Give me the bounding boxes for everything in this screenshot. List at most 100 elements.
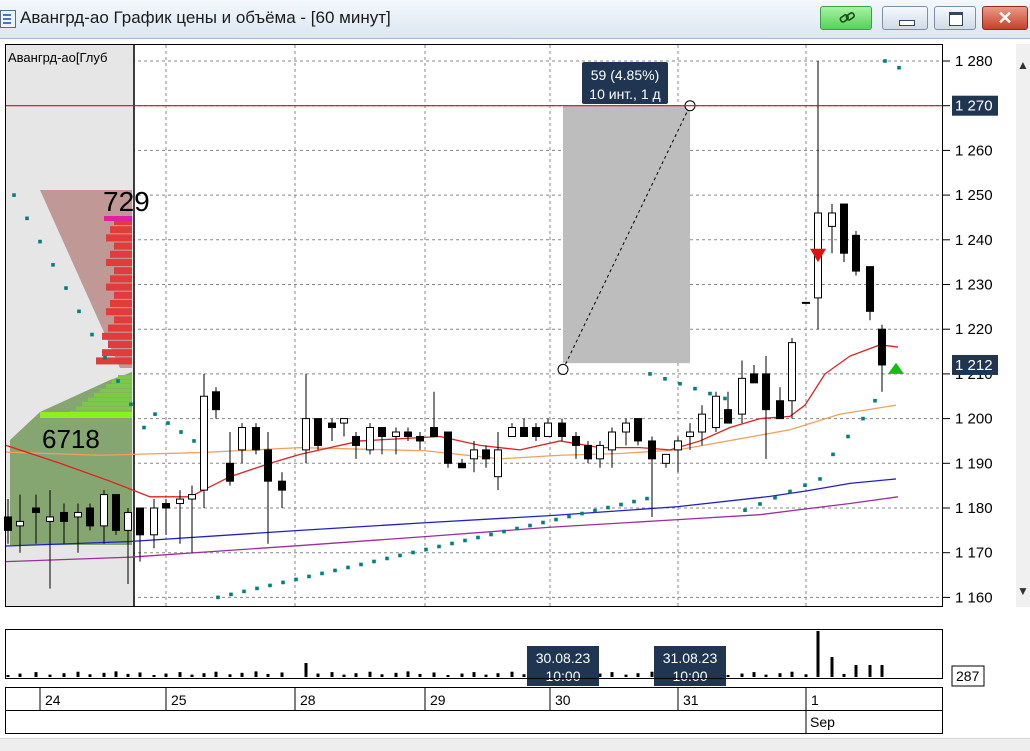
scroll-down-icon[interactable]: ▼: [1017, 584, 1029, 598]
month-label: Sep: [810, 714, 835, 730]
candle-body: [674, 440, 682, 451]
candle-body: [572, 435, 580, 446]
cursor-time-label: 10:00: [672, 668, 707, 684]
psar-dot: [372, 559, 376, 564]
link-button[interactable]: [820, 6, 872, 30]
candle-body: [608, 431, 616, 451]
volume-bar: [510, 671, 514, 677]
volume-bar: [460, 673, 464, 677]
psar-dot: [359, 562, 363, 567]
candle-body: [200, 395, 208, 491]
volume-bar: [610, 672, 614, 677]
measure-label-box: [582, 62, 668, 104]
ask-bar: [108, 324, 132, 332]
candle-body: [404, 431, 412, 437]
volume-axis-box: [951, 665, 985, 687]
psar-dot: [192, 439, 196, 443]
candle-body: [252, 427, 260, 451]
psar-dot: [242, 589, 246, 594]
volume-bar: [842, 673, 846, 677]
candle-body: [46, 516, 54, 522]
close-button[interactable]: ✕: [982, 6, 1028, 30]
volume-bar: [636, 673, 640, 677]
app-icon: [0, 10, 16, 28]
psar-dot: [281, 580, 285, 585]
candle-body: [828, 212, 836, 227]
psar-dot: [693, 386, 697, 391]
psar-dot: [773, 495, 777, 500]
maximize-button[interactable]: [934, 6, 976, 30]
psar-dot: [554, 517, 558, 522]
psar-dot: [307, 574, 311, 579]
cursor-date-label: 30.08.23: [536, 650, 591, 666]
volume-bar: [240, 672, 244, 677]
price-tick-label: 1 280: [955, 53, 993, 70]
candle-body: [866, 266, 874, 312]
volume-bar: [816, 631, 820, 677]
candle-body: [340, 418, 348, 424]
psar-dot: [398, 553, 402, 558]
candle-body: [724, 409, 732, 424]
vertical-scrollbar[interactable]: ▲ ▼: [1016, 44, 1030, 607]
psar-dot: [663, 377, 667, 381]
psar-dot: [116, 379, 120, 383]
psar-dot: [424, 547, 428, 552]
volume-bar: [418, 673, 422, 677]
candle-body: [686, 431, 694, 437]
minimize-button[interactable]: [882, 6, 928, 30]
candle-body: [212, 391, 220, 411]
volume-bar: [266, 673, 270, 677]
psar-dot: [476, 535, 480, 540]
psar-dot: [846, 434, 850, 439]
candle-body: [162, 503, 170, 509]
psar-dot: [758, 502, 762, 506]
psar-dot: [294, 577, 298, 582]
volume-bar: [854, 665, 858, 677]
volume-bar: [752, 672, 756, 677]
cursor-time-label: 10:00: [545, 668, 580, 684]
volume-bar: [280, 672, 284, 677]
candle-body: [776, 400, 784, 420]
bid-bar: [88, 397, 132, 402]
candle-body: [188, 494, 196, 500]
psar-dot: [541, 520, 545, 525]
candle-body: [762, 373, 770, 411]
volume-bar: [102, 672, 106, 677]
psar-dot: [648, 372, 652, 376]
price-tick-label: 1 260: [955, 142, 993, 159]
volume-bar: [804, 674, 808, 677]
volume-bar: [178, 672, 182, 677]
candle-body: [444, 431, 452, 464]
psar-dot: [216, 595, 220, 600]
volume-bar: [138, 672, 142, 677]
psar-dot: [803, 483, 807, 488]
psar-dot: [153, 412, 157, 416]
volume-bar: [126, 673, 130, 677]
trend-line-blue: [5, 478, 897, 547]
date-label: 29: [430, 692, 446, 708]
window-title-bar[interactable]: Авангрд-ао График цены и объёма - [60 ми…: [0, 0, 1030, 39]
volume-bar: [472, 672, 476, 677]
volume-bar: [406, 671, 410, 677]
last-price-label: 1 212: [955, 357, 993, 374]
candle-body: [584, 444, 592, 460]
ask-bar: [102, 349, 132, 357]
instrument-label: Авангрд-ао[Глуб: [8, 50, 108, 65]
candle-body: [596, 444, 604, 460]
psar-dot: [103, 356, 107, 360]
price-tick-label: 1 200: [955, 411, 993, 428]
candle-body: [150, 507, 158, 536]
ask-bar: [102, 332, 132, 340]
volume-bar: [726, 675, 730, 677]
close-icon: ✕: [997, 8, 1013, 28]
bid-bar: [118, 375, 132, 379]
horizontal-scrollbar[interactable]: [0, 738, 1030, 751]
psar-dot: [897, 65, 901, 70]
date-label: 25: [171, 692, 187, 708]
scroll-up-icon[interactable]: ▲: [1017, 58, 1029, 72]
volume-bar: [6, 675, 10, 677]
price-tick-label: 1 230: [955, 277, 993, 294]
parabolic-sar: [12, 59, 901, 600]
volume-bar: [880, 665, 884, 677]
